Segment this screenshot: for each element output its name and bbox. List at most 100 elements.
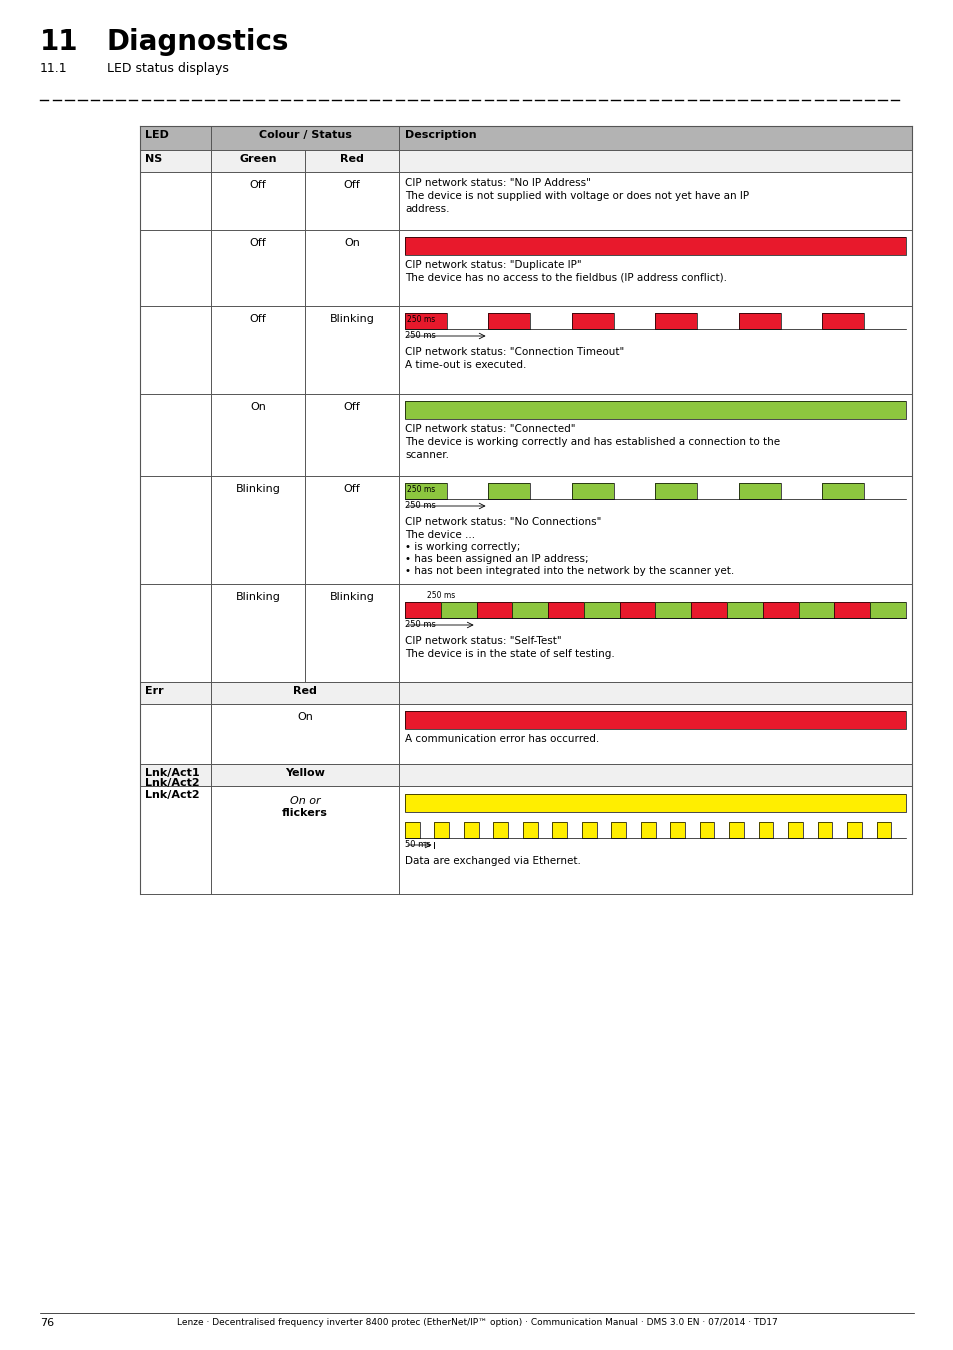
Text: The device is working correctly and has established a connection to the: The device is working correctly and has … (405, 437, 780, 447)
Text: Off: Off (343, 402, 360, 412)
Bar (581, 822, 596, 838)
Bar (619, 602, 655, 618)
Text: 11: 11 (40, 28, 78, 55)
Text: On: On (296, 711, 313, 722)
Bar (798, 602, 834, 618)
Bar (572, 483, 613, 499)
Text: • has been assigned an IP address;: • has been assigned an IP address; (405, 554, 588, 564)
Bar (522, 822, 537, 838)
Bar (619, 602, 655, 618)
Text: Blinking: Blinking (329, 593, 374, 602)
Bar (655, 483, 697, 499)
Bar (655, 483, 697, 499)
Bar (726, 602, 762, 618)
Bar (488, 483, 530, 499)
Bar (787, 822, 802, 838)
Bar (405, 711, 905, 729)
Bar (699, 822, 714, 838)
Bar (876, 822, 890, 838)
Text: CIP network status: "No Connections": CIP network status: "No Connections" (405, 517, 600, 526)
Text: CIP network status: "Self-Test": CIP network status: "Self-Test" (405, 636, 561, 647)
Text: On or: On or (290, 796, 320, 806)
Bar (440, 602, 476, 618)
Bar (572, 483, 613, 499)
Bar (548, 602, 583, 618)
Bar (552, 822, 566, 838)
Bar (655, 602, 691, 618)
Text: Lnk/Act1: Lnk/Act1 (145, 768, 199, 778)
Bar (798, 602, 834, 618)
Bar (821, 313, 863, 329)
Text: Err: Err (145, 686, 164, 697)
Text: • is working correctly;: • is working correctly; (405, 541, 519, 552)
Bar (434, 822, 449, 838)
Text: scanner.: scanner. (405, 450, 449, 460)
Bar (440, 602, 476, 618)
Text: Off: Off (343, 180, 360, 190)
Bar (512, 602, 548, 618)
Text: Blinking: Blinking (235, 485, 280, 494)
Bar (670, 822, 684, 838)
Bar (434, 822, 449, 838)
Bar (739, 483, 780, 499)
Text: A communication error has occurred.: A communication error has occurred. (405, 734, 598, 744)
Text: 50 ms: 50 ms (405, 840, 430, 849)
Bar (726, 602, 762, 618)
Text: 250 ms: 250 ms (407, 485, 435, 494)
Bar (834, 602, 869, 618)
Text: Lnk/Act2: Lnk/Act2 (145, 790, 199, 801)
Bar (140, 764, 911, 786)
Text: Red: Red (293, 686, 316, 697)
Bar (488, 313, 530, 329)
Bar (787, 822, 802, 838)
Bar (552, 822, 566, 838)
Bar (488, 313, 530, 329)
Bar (762, 602, 798, 618)
Bar (405, 401, 905, 418)
Bar (758, 822, 773, 838)
Bar (405, 822, 419, 838)
Bar (834, 602, 869, 618)
Bar (817, 822, 831, 838)
Bar (476, 602, 512, 618)
Text: CIP network status: "Connection Timeout": CIP network status: "Connection Timeout" (405, 347, 623, 356)
Bar (488, 483, 530, 499)
Bar (699, 822, 714, 838)
Text: On: On (250, 402, 266, 412)
Bar (548, 602, 583, 618)
Bar (405, 401, 905, 418)
Bar (817, 822, 831, 838)
Bar (611, 822, 625, 838)
Text: The device has no access to the fieldbus (IP address conflict).: The device has no access to the fieldbus… (405, 273, 726, 284)
Bar (572, 313, 613, 329)
Bar (611, 822, 625, 838)
Bar (493, 822, 508, 838)
Text: Red: Red (339, 154, 363, 163)
Bar (655, 313, 697, 329)
Bar (581, 822, 596, 838)
Bar (583, 602, 619, 618)
Bar (739, 313, 780, 329)
Text: Off: Off (250, 238, 266, 248)
Text: 250 ms: 250 ms (405, 331, 436, 340)
Text: The device is not supplied with voltage or does not yet have an IP: The device is not supplied with voltage … (405, 190, 748, 201)
Bar (728, 822, 743, 838)
Text: address.: address. (405, 204, 449, 215)
Bar (640, 822, 655, 838)
Bar (739, 313, 780, 329)
Bar (691, 602, 726, 618)
Bar (846, 822, 861, 838)
Bar (140, 682, 911, 703)
Bar (846, 822, 861, 838)
Text: NS: NS (145, 154, 162, 163)
Bar (405, 794, 905, 811)
Text: Yellow: Yellow (285, 768, 325, 778)
Text: Colour / Status: Colour / Status (258, 130, 351, 140)
Text: 76: 76 (40, 1318, 54, 1328)
Bar (821, 483, 863, 499)
Bar (821, 313, 863, 329)
Bar (876, 822, 890, 838)
Text: CIP network status: "Connected": CIP network status: "Connected" (405, 424, 575, 433)
Text: 250 ms: 250 ms (405, 501, 436, 510)
Bar (869, 602, 905, 618)
